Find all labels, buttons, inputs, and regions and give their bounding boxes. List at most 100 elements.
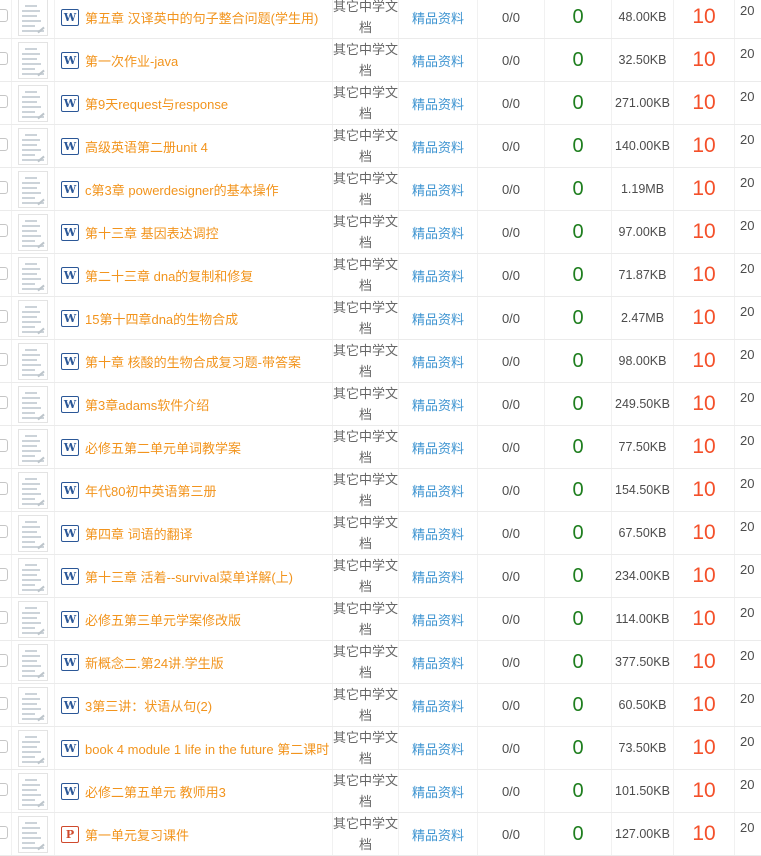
collection-link[interactable]: 精品资料 (411, 354, 464, 370)
document-title-link[interactable]: 新概念二.第24讲.学生版 (85, 655, 224, 671)
price-score: 10 (692, 220, 716, 243)
document-thumbnail[interactable] (18, 772, 48, 810)
row-checkbox[interactable] (0, 224, 8, 237)
document-thumbnail[interactable] (18, 385, 48, 423)
row-checkbox[interactable] (0, 396, 8, 409)
collection-link[interactable]: 精品资料 (411, 139, 464, 155)
document-title-link[interactable]: book 4 module 1 life in the future 第二课时 (85, 741, 330, 757)
document-title-link[interactable]: 必修五第三单元学案修改版 (85, 612, 242, 628)
row-checkbox[interactable] (0, 181, 8, 194)
collection-link[interactable]: 精品资料 (411, 612, 464, 628)
document-thumbnail[interactable] (18, 127, 48, 165)
upload-date: 20 (740, 734, 755, 749)
row-checkbox[interactable] (0, 568, 8, 581)
document-thumbnail[interactable] (18, 686, 48, 724)
rating-ratio: 0/0 (501, 396, 521, 412)
document-thumbnail[interactable] (18, 643, 48, 681)
word-file-icon: W (61, 137, 79, 155)
document-thumbnail[interactable] (18, 557, 48, 595)
word-file-icon: W (61, 567, 79, 585)
word-file-icon: W (61, 309, 79, 327)
collection-link[interactable]: 精品资料 (411, 268, 464, 284)
row-checkbox[interactable] (0, 826, 8, 839)
price-score: 10 (692, 478, 716, 501)
document-thumbnail[interactable] (18, 729, 48, 767)
document-thumbnail[interactable] (18, 600, 48, 638)
row-checkbox[interactable] (0, 353, 8, 366)
document-title-link[interactable]: 第十三章 基因表达调控 (85, 225, 219, 241)
row-checkbox[interactable] (0, 697, 8, 710)
document-title-link[interactable]: 第十章 核酸的生物合成复习题-带答案 (85, 354, 301, 370)
price-score: 10 (692, 349, 716, 372)
row-checkbox[interactable] (0, 267, 8, 280)
collection-link[interactable]: 精品资料 (411, 397, 464, 413)
document-thumbnail[interactable] (18, 170, 48, 208)
document-thumbnail[interactable] (18, 299, 48, 337)
document-title-link[interactable]: 第二十三章 dna的复制和修复 (85, 268, 254, 284)
document-title-link[interactable]: 第3章adams软件介绍 (85, 397, 210, 413)
document-title-link[interactable]: 必修二第五单元 教师用3 (85, 784, 226, 800)
row-checkbox[interactable] (0, 525, 8, 538)
thumbnail-text-line (22, 826, 40, 829)
collection-link[interactable]: 精品资料 (411, 526, 464, 542)
document-thumbnail[interactable] (18, 84, 48, 122)
collection-link[interactable]: 精品资料 (411, 96, 464, 112)
row-checkbox[interactable] (0, 740, 8, 753)
collection-link[interactable]: 精品资料 (411, 698, 464, 714)
document-title-link[interactable]: 第9天request与response (85, 96, 229, 112)
upload-date: 20 (740, 175, 755, 190)
collection-link[interactable]: 精品资料 (411, 483, 464, 499)
document-thumbnail[interactable] (18, 815, 48, 853)
file-size: 98.00KB (618, 354, 667, 368)
collection-link[interactable]: 精品资料 (411, 182, 464, 198)
document-title-link[interactable]: 第一单元复习课件 (85, 827, 190, 843)
thumbnail-text-line (25, 477, 38, 480)
collection-link[interactable]: 精品资料 (411, 53, 464, 69)
thumbnail-text-line (22, 793, 41, 796)
thumbnail-text-line (22, 368, 36, 371)
collection-link[interactable]: 精品资料 (411, 311, 464, 327)
thumbnail-text-line (22, 669, 36, 672)
row-checkbox[interactable] (0, 310, 8, 323)
document-title-link[interactable]: 15第十四章dna的生物合成 (85, 311, 239, 327)
document-title-link[interactable]: 高级英语第二册unit 4 (85, 139, 208, 155)
collection-link[interactable]: 精品资料 (411, 655, 464, 671)
document-title-link[interactable]: 第一次作业-java (85, 53, 179, 69)
collection-link[interactable]: 精品资料 (411, 741, 464, 757)
price-score: 10 (692, 306, 716, 329)
collection-link[interactable]: 精品资料 (411, 10, 464, 26)
document-title-link[interactable]: c第3章 powerdesigner的基本操作 (85, 182, 279, 198)
row-checkbox[interactable] (0, 138, 8, 151)
row-checkbox[interactable] (0, 654, 8, 667)
document-thumbnail[interactable] (18, 213, 48, 251)
collection-link[interactable]: 精品资料 (411, 440, 464, 456)
document-thumbnail[interactable] (18, 0, 48, 36)
document-thumbnail[interactable] (18, 514, 48, 552)
rating-ratio: 0/0 (501, 353, 521, 369)
document-title-link[interactable]: 年代80初中英语第三册 (85, 483, 217, 499)
collection-link[interactable]: 精品资料 (411, 784, 464, 800)
document-title-link[interactable]: 必修五第二单元单词教学案 (85, 440, 242, 456)
word-file-icon: W (61, 8, 79, 26)
document-thumbnail[interactable] (18, 256, 48, 294)
row-checkbox[interactable] (0, 9, 8, 22)
document-thumbnail[interactable] (18, 41, 48, 79)
document-thumbnail[interactable] (18, 471, 48, 509)
document-thumbnail[interactable] (18, 428, 48, 466)
document-title-link[interactable]: 第五章 汉译英中的句子整合问题(学生用) (85, 10, 319, 26)
thumbnail-text-line (22, 631, 44, 634)
file-size: 154.50KB (615, 483, 670, 497)
document-thumbnail[interactable] (18, 342, 48, 380)
row-checkbox[interactable] (0, 482, 8, 495)
collection-link[interactable]: 精品资料 (411, 569, 464, 585)
row-checkbox[interactable] (0, 439, 8, 452)
document-title-link[interactable]: 第十三章 活着--survival菜单详解(上) (85, 569, 293, 585)
row-checkbox[interactable] (0, 95, 8, 108)
collection-link[interactable]: 精品资料 (411, 225, 464, 241)
row-checkbox[interactable] (0, 611, 8, 624)
document-title-link[interactable]: 第四章 词语的翻译 (85, 526, 193, 542)
document-title-link[interactable]: 3第三讲：状语从句(2) (85, 698, 213, 714)
row-checkbox[interactable] (0, 52, 8, 65)
row-checkbox[interactable] (0, 783, 8, 796)
collection-link[interactable]: 精品资料 (411, 827, 464, 843)
